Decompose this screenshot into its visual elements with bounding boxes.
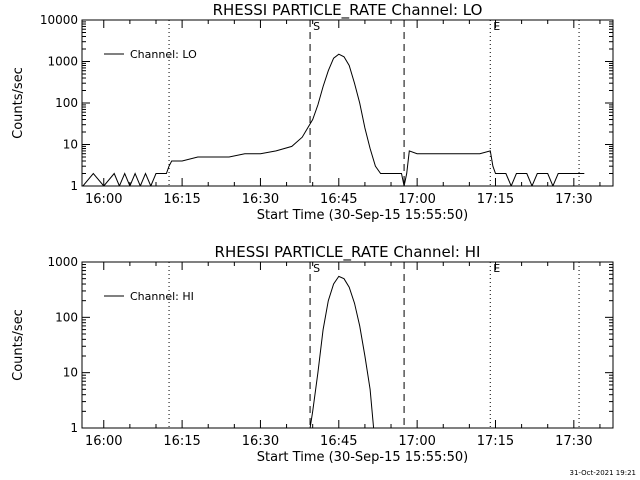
x-tick-label: 16:30 bbox=[242, 192, 279, 207]
marker-label: S bbox=[313, 262, 320, 275]
marker-label: E bbox=[493, 262, 500, 275]
plot-frame bbox=[81, 19, 614, 187]
plot-frame bbox=[81, 261, 614, 429]
x-tick-label: 17:15 bbox=[477, 434, 514, 449]
x-axis-label: Start Time (30-Sep-15 15:55:50) bbox=[257, 208, 468, 223]
x-tick-marks bbox=[103, 20, 601, 186]
x-tick-label: 16:15 bbox=[163, 192, 200, 207]
x-tick-label: 17:00 bbox=[398, 434, 435, 449]
y-tick-label: 1 bbox=[70, 421, 78, 435]
marker-label: E bbox=[493, 20, 500, 33]
footer-timestamp: 31-Oct-2021 19:21 bbox=[570, 469, 636, 477]
x-tick-label: 17:00 bbox=[398, 192, 435, 207]
legend-label: Channel: LO bbox=[130, 48, 197, 61]
x-axis-label: Start Time (30-Sep-15 15:55:50) bbox=[257, 450, 468, 465]
x-tick-label: 16:00 bbox=[85, 192, 122, 207]
x-tick-label: 16:45 bbox=[320, 192, 357, 207]
y-tick-label: 1 bbox=[70, 179, 78, 193]
y-axis-label: Counts/sec bbox=[11, 67, 26, 139]
y-tick-label: 100 bbox=[55, 310, 78, 324]
y-tick-marks bbox=[82, 19, 613, 187]
series-line bbox=[82, 53, 585, 186]
x-tick-label: 17:30 bbox=[555, 434, 592, 449]
y-tick-label: 1000 bbox=[47, 55, 78, 69]
y-tick-label: 10 bbox=[63, 366, 78, 380]
x-tick-marks bbox=[103, 262, 601, 428]
chart-panel-2: RHESSI PARTICLE_RATE Channel: HI Start Ti… bbox=[11, 243, 614, 465]
marker-label: S bbox=[313, 20, 320, 33]
x-tick-label: 16:00 bbox=[85, 434, 122, 449]
y-axis-label: Counts/sec bbox=[11, 309, 26, 381]
x-tick-label: 16:30 bbox=[242, 434, 279, 449]
chart-panel-1: RHESSI PARTICLE_RATE Channel: LO Start Ti… bbox=[11, 1, 614, 223]
y-tick-label: 100 bbox=[55, 96, 78, 110]
y-tick-label: 1000 bbox=[47, 255, 78, 269]
y-tick-marks bbox=[82, 261, 613, 429]
x-tick-label: 17:15 bbox=[477, 192, 514, 207]
x-tick-label: 16:15 bbox=[163, 434, 200, 449]
y-tick-label: 10000 bbox=[40, 13, 78, 27]
x-tick-label: 17:30 bbox=[555, 192, 592, 207]
chart-title: RHESSI PARTICLE_RATE Channel: HI bbox=[215, 243, 481, 262]
chart-panels: RHESSI PARTICLE_RATE Channel: LO Start Ti… bbox=[11, 1, 614, 465]
chart-title: RHESSI PARTICLE_RATE Channel: LO bbox=[213, 1, 483, 20]
x-tick-label: 16:45 bbox=[320, 434, 357, 449]
series-line bbox=[309, 275, 375, 428]
y-tick-label: 10 bbox=[63, 138, 78, 152]
legend-label: Channel: HI bbox=[130, 290, 194, 303]
